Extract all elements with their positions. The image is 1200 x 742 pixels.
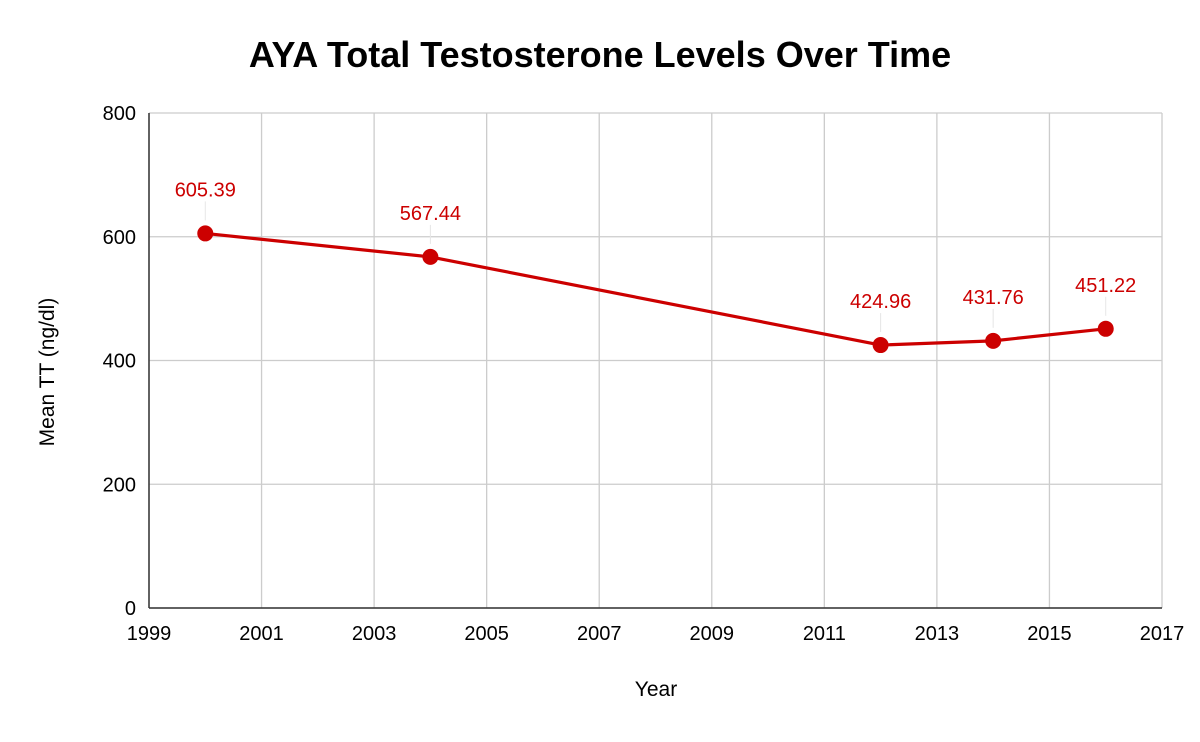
chart-title: AYA Total Testosterone Levels Over Time: [248, 34, 952, 75]
y-tick-label-0: 0: [125, 598, 136, 620]
data-point-0: [197, 225, 214, 242]
y-tick-label-4: 800: [103, 103, 136, 125]
x-tick-label-6: 2011: [803, 623, 846, 645]
x-tick-label-0: 1999: [127, 623, 172, 645]
x-tick-label-8: 2015: [1027, 623, 1072, 645]
data-point-4: [1097, 320, 1114, 337]
x-tick-label-2: 2003: [352, 623, 397, 645]
data-point-2: [872, 337, 889, 354]
data-label-3: 431.76: [963, 287, 1024, 309]
data-label-4: 451.22: [1075, 275, 1136, 297]
y-tick-label-3: 600: [103, 227, 136, 249]
x-tick-label-1: 2001: [239, 623, 284, 645]
data-label-0: 605.39: [175, 179, 236, 201]
y-tick-label-1: 200: [103, 474, 136, 496]
data-label-2: 424.96: [850, 291, 911, 313]
x-tick-label-5: 2009: [690, 623, 735, 645]
x-tick-label-7: 2013: [915, 623, 960, 645]
data-point-1: [422, 248, 439, 265]
x-tick-label-4: 2007: [577, 623, 622, 645]
y-tick-label-2: 400: [103, 351, 136, 373]
data-point-3: [985, 332, 1002, 349]
x-axis-label: Year: [634, 678, 678, 701]
x-tick-label-3: 2005: [464, 623, 509, 645]
data-label-1: 567.44: [400, 203, 461, 225]
x-tick-label-9: 2017: [1140, 623, 1185, 645]
